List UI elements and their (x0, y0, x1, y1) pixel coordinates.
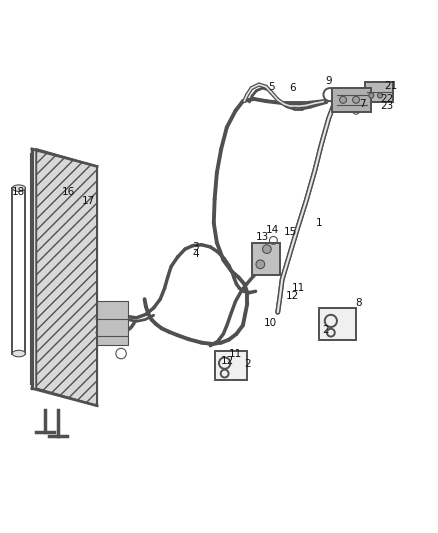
FancyBboxPatch shape (365, 83, 393, 102)
Text: 3: 3 (192, 242, 198, 252)
Text: 5: 5 (268, 82, 275, 92)
Text: 2: 2 (244, 359, 251, 369)
FancyBboxPatch shape (97, 301, 127, 345)
FancyBboxPatch shape (215, 351, 247, 379)
Text: 14: 14 (266, 225, 279, 236)
FancyBboxPatch shape (332, 88, 371, 112)
Text: 6: 6 (289, 83, 295, 93)
Text: 17: 17 (82, 196, 95, 206)
Text: 12: 12 (221, 356, 234, 366)
Text: 12: 12 (286, 291, 299, 301)
Circle shape (262, 245, 271, 254)
Text: 1: 1 (316, 218, 322, 228)
Ellipse shape (12, 185, 25, 191)
Ellipse shape (12, 350, 25, 357)
FancyBboxPatch shape (319, 308, 356, 341)
Text: 10: 10 (263, 318, 276, 328)
Text: 15: 15 (284, 227, 297, 237)
Text: 2: 2 (322, 325, 329, 335)
Polygon shape (36, 149, 97, 406)
Text: 22: 22 (380, 93, 393, 103)
Circle shape (256, 260, 265, 269)
Text: 21: 21 (384, 81, 398, 91)
Circle shape (369, 93, 374, 98)
Text: 7: 7 (359, 99, 366, 109)
Text: 11: 11 (292, 283, 305, 293)
Text: 18: 18 (12, 187, 25, 197)
Text: 9: 9 (326, 76, 332, 86)
Text: 23: 23 (380, 101, 393, 111)
Circle shape (378, 93, 383, 98)
Text: 4: 4 (193, 249, 199, 260)
Text: 13: 13 (256, 232, 269, 242)
Circle shape (339, 96, 346, 103)
Text: 8: 8 (355, 298, 362, 309)
Text: 11: 11 (229, 350, 242, 359)
Text: 16: 16 (62, 187, 75, 197)
Circle shape (353, 96, 360, 103)
FancyBboxPatch shape (252, 243, 280, 275)
